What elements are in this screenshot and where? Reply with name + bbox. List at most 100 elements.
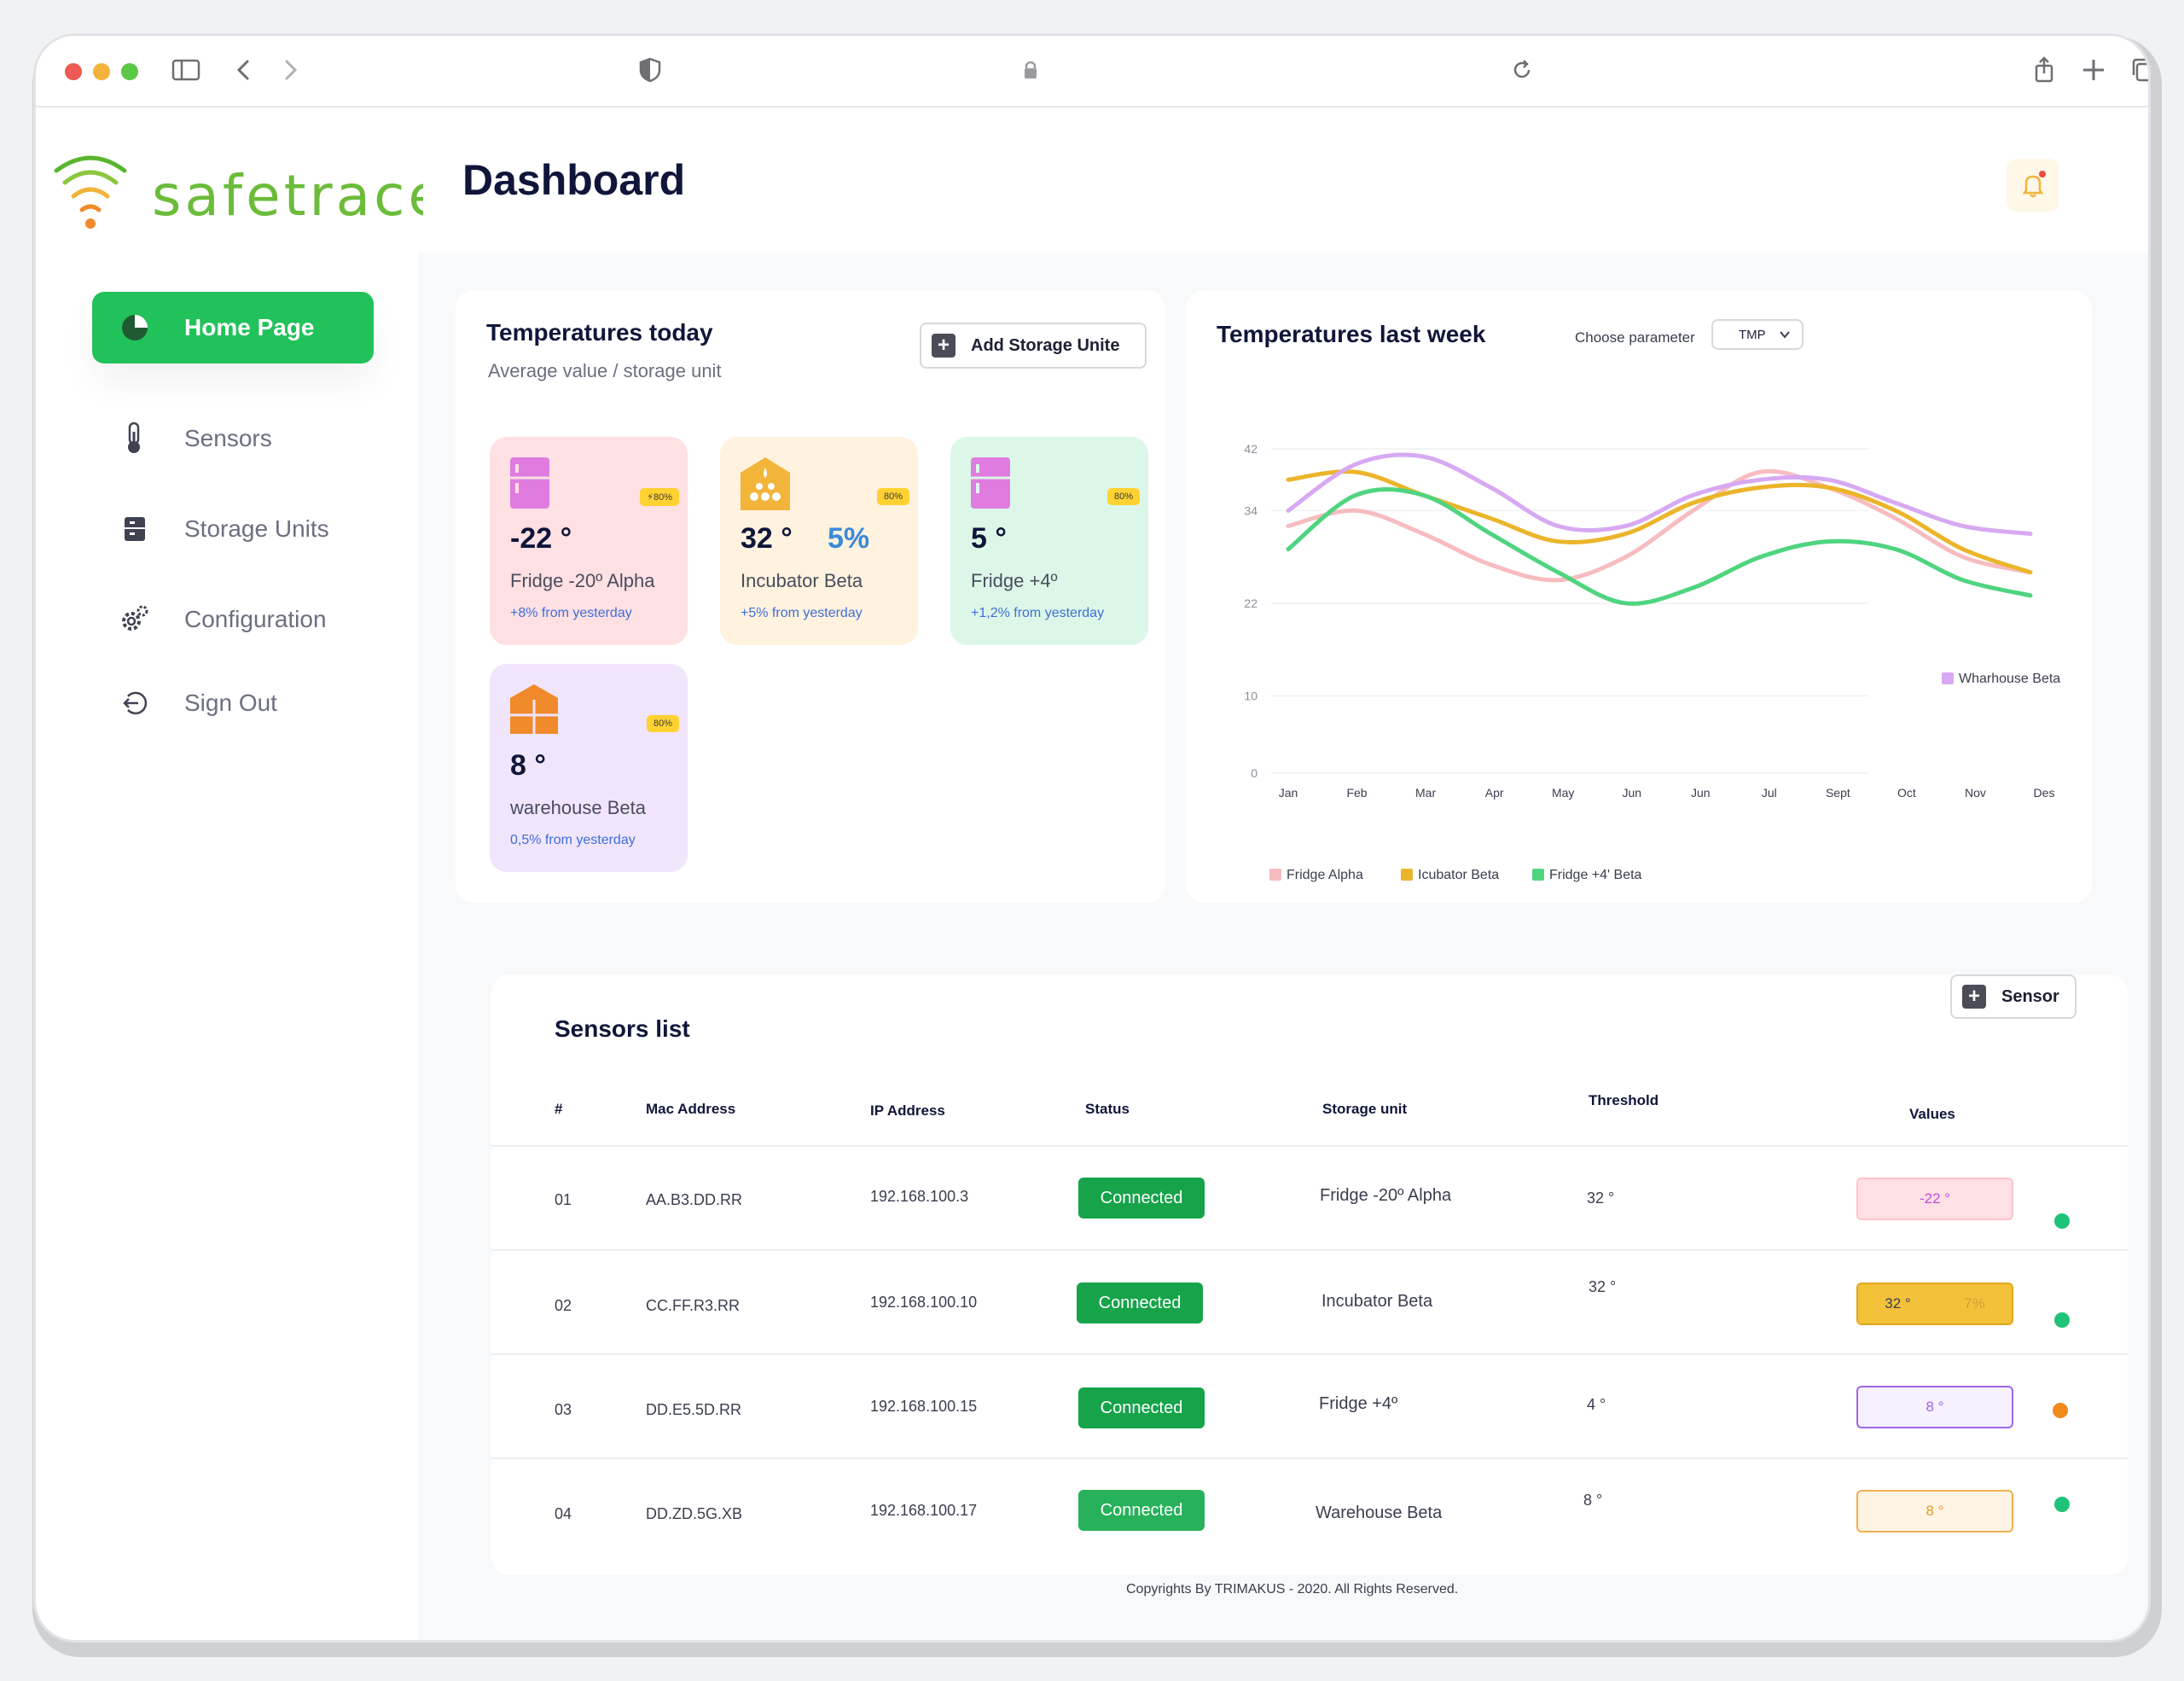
x-tick-label: May bbox=[1552, 786, 1574, 800]
gear-icon bbox=[118, 602, 152, 637]
x-tick-label: Feb bbox=[1346, 786, 1367, 800]
cell-value: 32 ° bbox=[1885, 1295, 1911, 1312]
sidebar-toggle-icon[interactable] bbox=[171, 55, 201, 90]
cell-number: 03 bbox=[555, 1401, 572, 1418]
tile-name: warehouse Beta bbox=[510, 797, 646, 818]
thermometer-icon bbox=[118, 422, 152, 456]
status-dot bbox=[2053, 1403, 2068, 1418]
column-header: IP Address bbox=[870, 1102, 945, 1119]
share-icon[interactable] bbox=[2029, 55, 2059, 90]
sidebar-item-home[interactable]: Home Page bbox=[92, 292, 374, 364]
x-tick-label: Jun bbox=[1691, 786, 1711, 800]
column-header: Mac Address bbox=[646, 1101, 736, 1117]
card-title: Temperatures today bbox=[486, 319, 713, 346]
series-line bbox=[1286, 468, 2033, 583]
battery-badge: 80% bbox=[646, 715, 679, 732]
cell-ip: 192.168.100.17 bbox=[870, 1502, 978, 1519]
fridge-icon bbox=[510, 457, 549, 513]
notifications-button[interactable] bbox=[2007, 159, 2059, 212]
sign-out-icon bbox=[118, 686, 152, 720]
storage-tile[interactable]: 80% 5 ° Fridge +4º +1,2% from yesterday bbox=[950, 437, 1148, 645]
incubator-icon bbox=[741, 457, 790, 515]
browser-toolbar bbox=[36, 36, 2148, 108]
close-window-button[interactable] bbox=[65, 63, 82, 80]
column-header: Values bbox=[1909, 1106, 1955, 1122]
reload-icon[interactable] bbox=[1507, 55, 1537, 90]
legend-swatch bbox=[1532, 869, 1544, 881]
storage-tile[interactable]: 80% 32 ° 5% Incubator Beta +5% from yest… bbox=[720, 437, 918, 645]
x-tick-label: Jan bbox=[1279, 786, 1298, 800]
card-subtitle: Average value / storage unit bbox=[488, 360, 722, 381]
tile-name: Fridge +4º bbox=[971, 570, 1058, 591]
status-badge[interactable]: Connected bbox=[1078, 1490, 1205, 1531]
cell-storage-unit: Incubator Beta bbox=[1321, 1292, 1433, 1311]
cell-value: 8 ° bbox=[1926, 1399, 1944, 1415]
tile-name: Fridge -20º Alpha bbox=[510, 570, 655, 591]
cell-mac: DD.ZD.5G.XB bbox=[646, 1505, 743, 1522]
sensors-list-card: Sensors list + Sensor bbox=[491, 974, 2128, 1575]
sidebar-item-storage-units[interactable]: Storage Units bbox=[92, 493, 374, 565]
sidebar-item-configuration[interactable]: Configuration bbox=[92, 584, 374, 655]
sidebar-item-label: Configuration bbox=[184, 606, 327, 632]
cell-threshold: 32 ° bbox=[1587, 1189, 1615, 1207]
temperatures-today-card: Temperatures today Average value / stora… bbox=[456, 290, 1165, 903]
tile-name: Incubator Beta bbox=[741, 570, 863, 591]
cell-mac: AA.B3.DD.RR bbox=[646, 1191, 743, 1208]
cell-ip: 192.168.100.3 bbox=[870, 1188, 969, 1205]
tile-change: +5% from yesterday bbox=[741, 606, 863, 620]
storage-tile[interactable]: 80% 8 ° warehouse Beta 0,5% from yesterd… bbox=[490, 664, 688, 872]
status-badge[interactable]: Connected bbox=[1078, 1387, 1205, 1428]
button-label: Add Storage Unite bbox=[971, 335, 1120, 355]
status-badge[interactable]: Connected bbox=[1078, 1178, 1205, 1219]
cell-ip: 192.168.100.10 bbox=[870, 1294, 978, 1311]
cell-threshold: 8 ° bbox=[1583, 1492, 1603, 1509]
x-tick-label: Nov bbox=[1965, 786, 1986, 800]
add-sensor-button[interactable]: + Sensor bbox=[1950, 974, 2077, 1019]
legend-swatch bbox=[1401, 869, 1413, 881]
cell-threshold: 32 ° bbox=[1589, 1278, 1617, 1295]
status-dot bbox=[2054, 1213, 2070, 1229]
y-tick-label: 0 bbox=[1251, 766, 1258, 780]
y-tick-label: 10 bbox=[1244, 689, 1258, 703]
back-icon[interactable] bbox=[229, 55, 259, 90]
sidebar-item-sign-out[interactable]: Sign Out bbox=[92, 667, 374, 739]
legend-label: Fridge +4' Beta bbox=[1549, 868, 1642, 882]
storage-tile[interactable]: ⚡80% -22 ° Fridge -20º Alpha +8% from ye… bbox=[490, 437, 688, 645]
temperature-line-chart: 0 10 22 34 42 Jan Feb Mar Apr May Jun Jun Jul Sept Oct… bbox=[1244, 442, 2060, 882]
cell-number: 02 bbox=[555, 1297, 572, 1314]
legend-label: Wharhouse Beta bbox=[1959, 672, 2060, 686]
x-tick-label: Apr bbox=[1485, 786, 1504, 800]
fridge-icon bbox=[971, 457, 1010, 513]
chevron-down-icon bbox=[1780, 331, 1790, 339]
legend-swatch bbox=[1269, 869, 1281, 881]
status-badge[interactable]: Connected bbox=[1077, 1283, 1203, 1323]
sidebar-item-label: Storage Units bbox=[184, 515, 329, 542]
sidebar-item-sensors[interactable]: Sensors bbox=[92, 403, 374, 474]
battery-badge: ⚡80% bbox=[640, 488, 679, 506]
x-tick-label: Des bbox=[2034, 786, 2055, 800]
tile-change: +8% from yesterday bbox=[510, 606, 632, 620]
row-divider bbox=[491, 1249, 2128, 1251]
parameter-value: TMP bbox=[1739, 327, 1766, 342]
shield-icon[interactable] bbox=[635, 55, 665, 90]
tabs-overview-icon[interactable] bbox=[2128, 55, 2148, 90]
footer-copyright: Copyrights By TRIMAKUS - 2020. All Right… bbox=[1126, 1582, 1459, 1597]
brand-logo[interactable]: safetrace bbox=[48, 145, 443, 252]
cell-storage-unit: Warehouse Beta bbox=[1316, 1504, 1443, 1522]
brand-name: safetrace bbox=[152, 163, 423, 229]
cell-value: 8 ° bbox=[1926, 1503, 1944, 1519]
page-title: Dashboard bbox=[462, 156, 686, 204]
column-header: Status bbox=[1085, 1101, 1130, 1117]
cell-number: 01 bbox=[555, 1191, 572, 1208]
pie-chart-icon bbox=[118, 311, 152, 345]
value-box: 32 ° 7% bbox=[1856, 1283, 2013, 1325]
parameter-select[interactable]: TMP bbox=[1711, 319, 1804, 350]
add-storage-unit-button[interactable]: + Add Storage Unite bbox=[920, 323, 1147, 369]
maximize-window-button[interactable] bbox=[121, 63, 138, 80]
new-tab-icon[interactable] bbox=[2078, 55, 2109, 90]
value-box: 8 ° bbox=[1856, 1490, 2013, 1533]
forward-icon[interactable] bbox=[275, 55, 305, 90]
status-dot bbox=[2054, 1312, 2070, 1328]
minimize-window-button[interactable] bbox=[93, 63, 110, 80]
cell-mac: DD.E5.5D.RR bbox=[646, 1401, 742, 1418]
